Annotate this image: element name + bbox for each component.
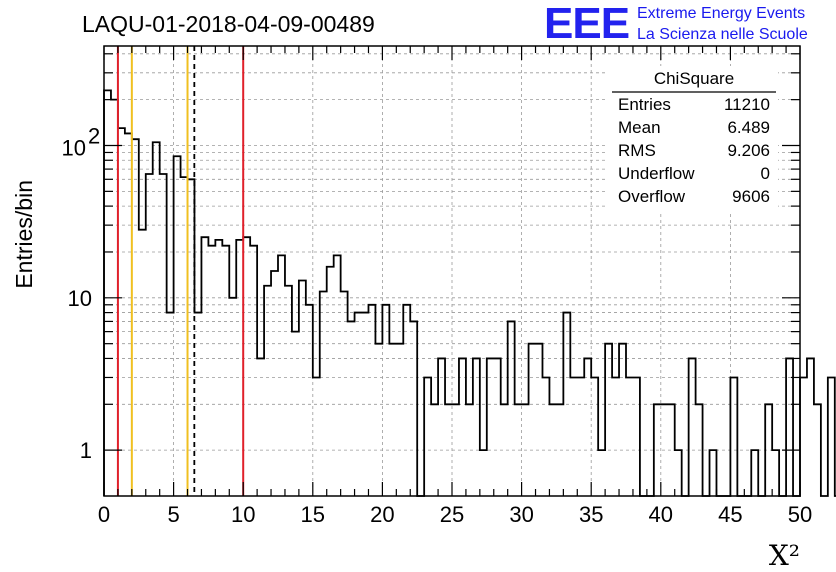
stats-label: Entries bbox=[618, 95, 671, 114]
stats-value: 6.489 bbox=[727, 118, 770, 137]
y-tick-label: 1 bbox=[80, 438, 92, 463]
vertical-reference-lines bbox=[116, 46, 245, 496]
stats-rows: Entries 11210 Mean 6.489 RMS 9.206 Underflow 0 O… bbox=[618, 95, 770, 206]
stats-label: Overflow bbox=[618, 187, 686, 206]
x-tick-label: 30 bbox=[509, 502, 533, 527]
stats-value: 9606 bbox=[732, 187, 770, 206]
axis-ticks bbox=[103, 46, 801, 496]
eee-logo-mark: EEE bbox=[544, 0, 629, 48]
y-tick-label: 10 bbox=[68, 286, 92, 311]
stats-label: RMS bbox=[618, 141, 656, 160]
stats-header: ChiSquare bbox=[654, 69, 734, 88]
x-tick-label: 15 bbox=[301, 502, 325, 527]
x-tick-label: 5 bbox=[167, 502, 179, 527]
y-tick-label-exponent: 2 bbox=[88, 123, 100, 148]
stats-value: 11210 bbox=[724, 95, 770, 114]
x-tick-label: 45 bbox=[718, 502, 742, 527]
histogram-outline bbox=[103, 89, 836, 497]
histogram-bars bbox=[103, 89, 836, 497]
y-axis-label: Entries/bin bbox=[11, 180, 37, 289]
x-tick-label: 40 bbox=[649, 502, 673, 527]
stats-value: 0 bbox=[761, 164, 770, 183]
y-tick-label: 10 bbox=[62, 135, 86, 160]
stats-value: 9.206 bbox=[727, 141, 770, 160]
x-tick-label: 0 bbox=[98, 502, 110, 527]
x-tick-label: 20 bbox=[370, 502, 394, 527]
stats-box: ChiSquare Entries 11210 Mean 6.489 RMS 9.206 U… bbox=[608, 66, 778, 212]
stats-label: Underflow bbox=[618, 164, 695, 183]
stats-box-background bbox=[608, 66, 778, 212]
x-tick-label: 10 bbox=[231, 502, 255, 527]
x-tick-labels: 0 5 10 15 20 25 30 35 40 45 50 bbox=[98, 502, 812, 527]
x-tick-label: 35 bbox=[579, 502, 603, 527]
stats-label: Mean bbox=[618, 118, 661, 137]
eee-logo-line1: Extreme Energy Events bbox=[637, 5, 805, 22]
eee-logo: EEE Extreme Energy Events La Scienza nel… bbox=[544, 0, 808, 48]
eee-logo-line2: La Scienza nelle Scuole bbox=[637, 26, 808, 43]
x-tick-label: 50 bbox=[788, 502, 812, 527]
chart-title: LAQU-01-2018-04-09-00489 bbox=[82, 11, 375, 37]
x-tick-label: 25 bbox=[440, 502, 464, 527]
x-axis-label: X² bbox=[769, 539, 800, 572]
